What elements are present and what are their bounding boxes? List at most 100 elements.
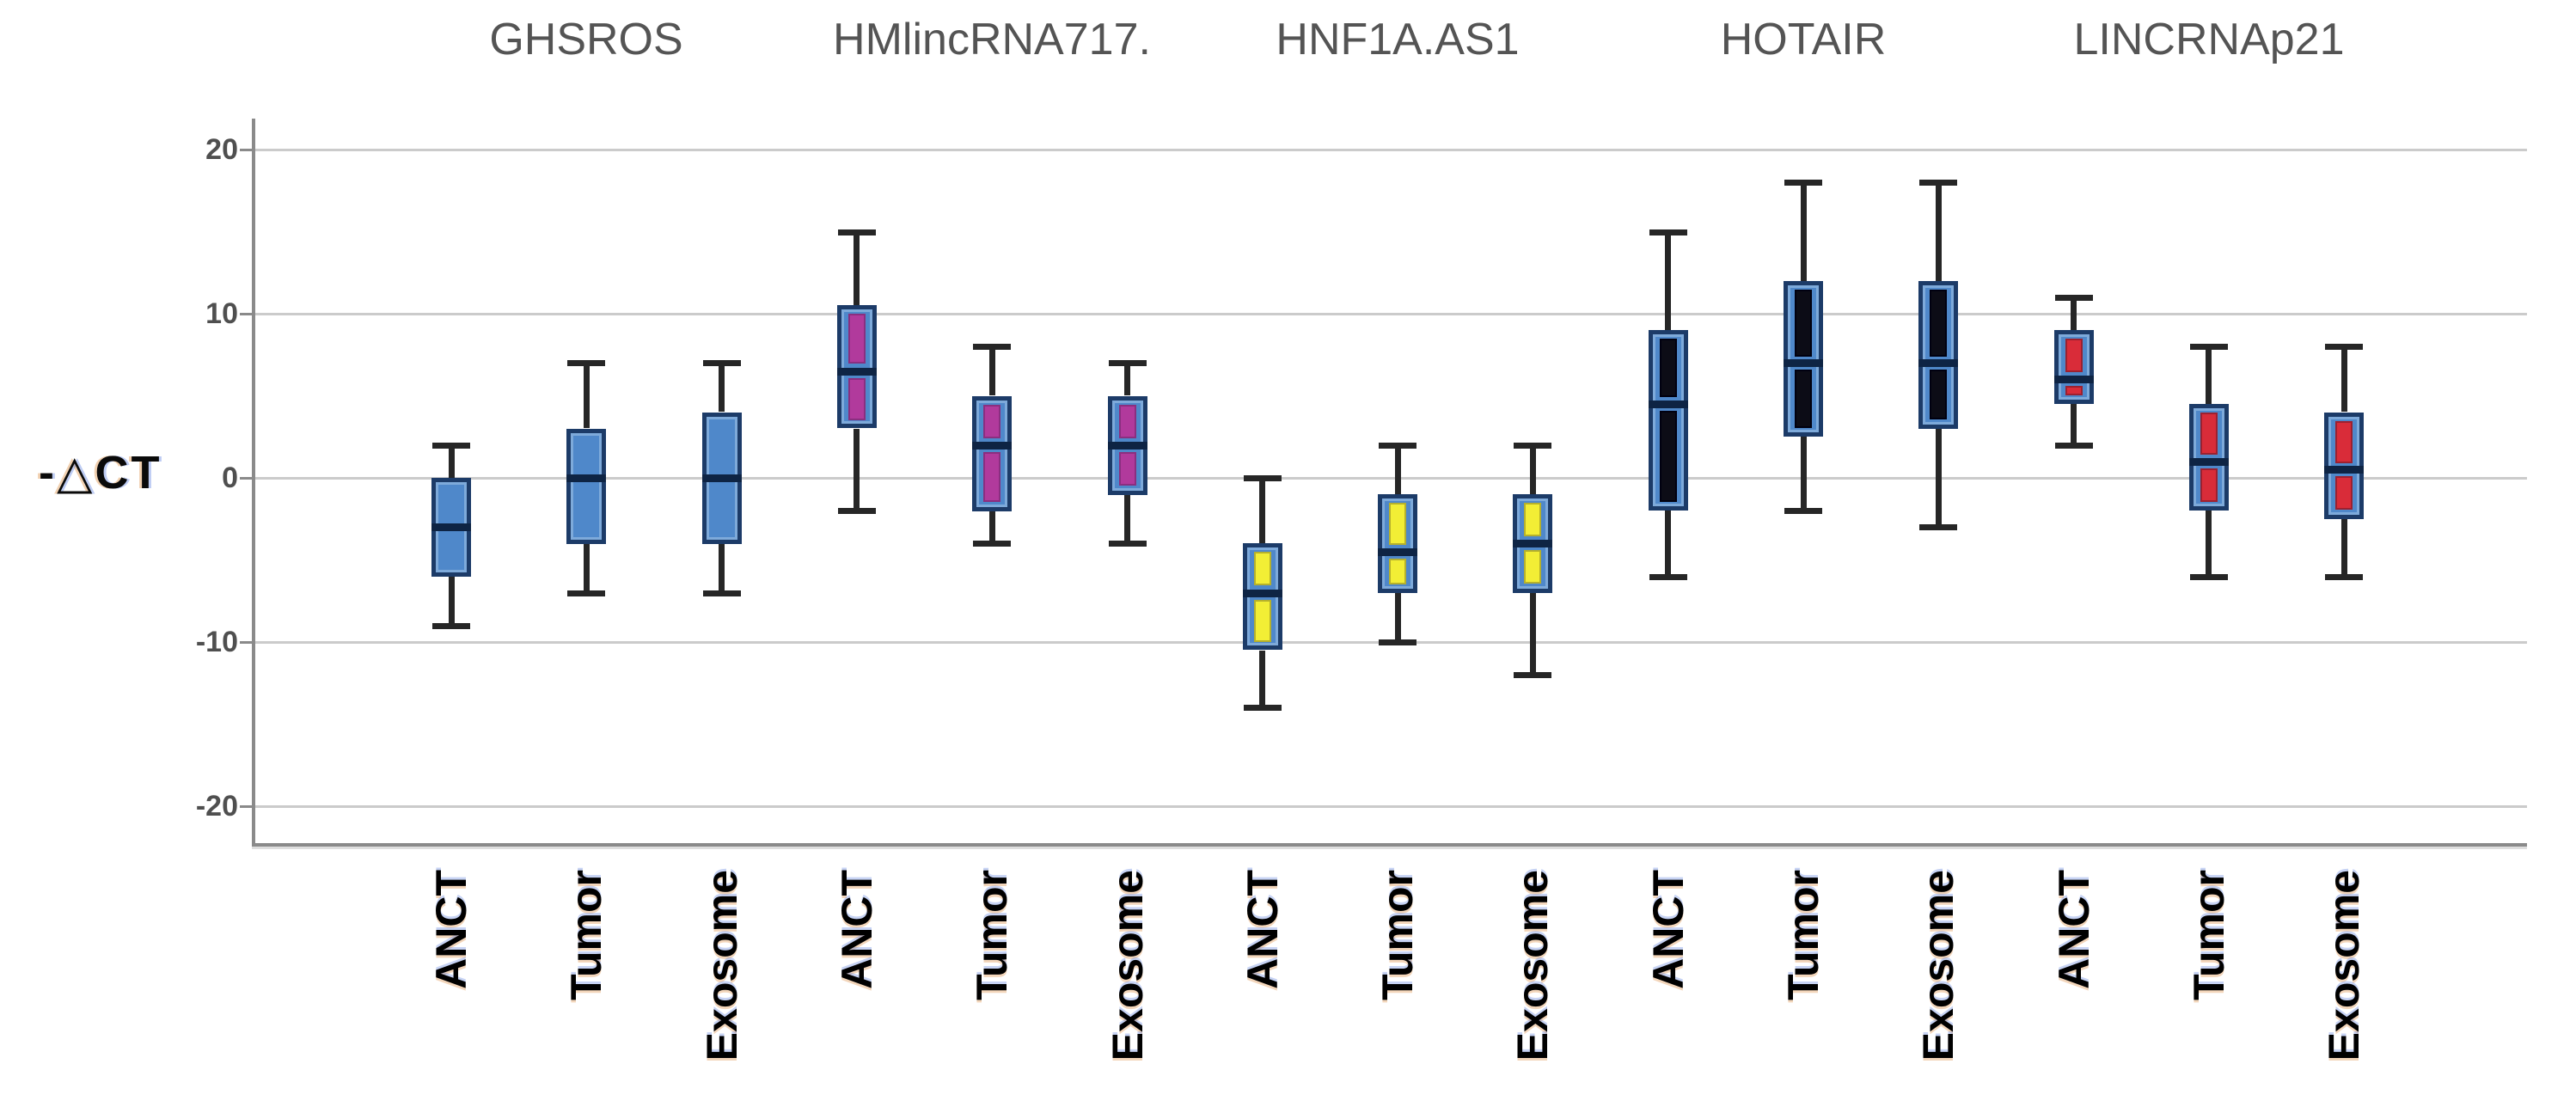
group-title-lincrnap21: LINCRNAp21 (2073, 15, 2345, 64)
whisker-cap-bottom-hmlincrna717-exosome (1109, 541, 1147, 547)
inner-lower-hnf1a-as1-exosome (1524, 550, 1541, 584)
inner-upper-hotair-anct (1660, 339, 1677, 397)
whisker-cap-bottom-ghsros-exosome (703, 590, 741, 596)
inner-upper-hmlincrna717-tumor (983, 405, 1000, 438)
y-tick-label: 0 (222, 462, 238, 494)
x-tick-label-lincrnap21-tumor: Tumor (2185, 870, 2233, 1000)
whisker-lower-hmlincrna717-anct (854, 429, 860, 511)
inner-upper-lincrnap21-exosome (2335, 421, 2353, 463)
x-tick-label-hotair-exosome: Exosome (1914, 870, 1962, 1061)
whisker-lower-ghsros-tumor (584, 543, 590, 592)
whisker-cap-top-hotair-exosome (1919, 180, 1957, 186)
inner-upper-hnf1a-as1-tumor (1389, 503, 1406, 545)
y-tick-label: 20 (205, 133, 238, 166)
inner-lower-hmlincrna717-anct (848, 378, 866, 420)
x-tick-label-lincrnap21-exosome: Exosome (2320, 870, 2368, 1061)
x-tick-label-ghsros-anct: ANCT (427, 870, 475, 989)
inner-upper-lincrnap21-anct (2065, 339, 2083, 372)
whisker-cap-bottom-hotair-exosome (1919, 524, 1957, 530)
whisker-upper-hnf1a-as1-tumor (1395, 445, 1401, 494)
whisker-lower-hotair-tumor (1801, 437, 1807, 511)
median-hotair-tumor (1784, 359, 1823, 367)
whisker-upper-hotair-anct (1665, 232, 1671, 331)
group-title-hnf1a-as1: HNF1A.AS1 (1276, 15, 1520, 64)
whisker-lower-hotair-anct (1665, 511, 1671, 576)
inner-lower-hotair-anct (1660, 411, 1677, 502)
whisker-cap-top-ghsros-exosome (703, 360, 741, 366)
x-tick-label-hmlincrna717-anct: ANCT (833, 870, 881, 989)
whisker-upper-hotair-tumor (1801, 182, 1807, 281)
inner-lower-hotair-exosome (1930, 370, 1947, 419)
y-axis-label: -△CT (39, 447, 162, 498)
group-title-hmlincrna717-: HMlincRNA717. (833, 15, 1151, 64)
y-gridline (254, 805, 2527, 808)
y-tick-label: -20 (195, 790, 238, 823)
y-axis-line (252, 119, 255, 845)
x-tick-label-lincrnap21-anct: ANCT (2050, 870, 2098, 989)
whisker-cap-top-lincrnap21-anct (2055, 295, 2093, 301)
whisker-cap-top-hmlincrna717-tumor (973, 344, 1011, 350)
y-gridline (254, 149, 2527, 151)
whisker-cap-bottom-lincrnap21-tumor (2190, 574, 2228, 580)
whisker-upper-hnf1a-as1-exosome (1530, 445, 1536, 494)
whisker-upper-hmlincrna717-tumor (989, 346, 995, 395)
median-ghsros-exosome (702, 474, 742, 482)
inner-lower-hmlincrna717-exosome (1119, 452, 1136, 486)
median-hmlincrna717-exosome (1108, 442, 1147, 449)
inner-lower-hmlincrna717-tumor (983, 452, 1000, 502)
group-title-hotair: HOTAIR (1720, 15, 1887, 64)
whisker-cap-top-hnf1a-as1-exosome (1514, 443, 1551, 449)
whisker-cap-bottom-hnf1a-as1-tumor (1379, 639, 1416, 645)
inner-upper-hmlincrna717-exosome (1119, 405, 1136, 438)
x-tick-label-hotair-tumor: Tumor (1779, 870, 1827, 1000)
whisker-lower-lincrnap21-exosome (2341, 519, 2347, 577)
whisker-upper-ghsros-exosome (719, 363, 725, 412)
whisker-cap-top-hnf1a-as1-anct (1244, 475, 1282, 481)
whisker-cap-top-ghsros-anct (432, 443, 470, 449)
inner-upper-lincrnap21-tumor (2200, 413, 2218, 455)
median-hotair-anct (1649, 401, 1688, 408)
whisker-cap-bottom-ghsros-tumor (567, 590, 605, 596)
x-tick-label-hotair-anct: ANCT (1644, 870, 1692, 989)
whisker-cap-top-ghsros-tumor (567, 360, 605, 366)
y-gridline (254, 477, 2527, 480)
median-hnf1a-as1-tumor (1378, 548, 1417, 556)
median-ghsros-tumor (566, 474, 606, 482)
inner-lower-lincrnap21-tumor (2200, 468, 2218, 502)
whisker-cap-bottom-hnf1a-as1-exosome (1514, 672, 1551, 678)
whisker-lower-lincrnap21-anct (2071, 404, 2077, 445)
x-tick-label-hnf1a-as1-exosome: Exosome (1508, 870, 1557, 1061)
whisker-lower-hnf1a-as1-exosome (1530, 593, 1536, 676)
whisker-lower-hmlincrna717-tumor (989, 511, 995, 543)
whisker-lower-hmlincrna717-exosome (1124, 494, 1130, 543)
y-tick-mark (240, 805, 254, 808)
whisker-cap-bottom-hmlincrna717-tumor (973, 541, 1011, 547)
x-tick-label-hnf1a-as1-anct: ANCT (1239, 870, 1287, 989)
whisker-upper-ghsros-anct (449, 445, 455, 478)
median-hmlincrna717-anct (837, 368, 877, 376)
whisker-cap-bottom-lincrnap21-exosome (2325, 574, 2363, 580)
whisker-lower-hnf1a-as1-tumor (1395, 593, 1401, 642)
y-gridline (254, 313, 2527, 315)
whisker-lower-hnf1a-as1-anct (1259, 651, 1265, 708)
whisker-cap-top-hmlincrna717-anct (838, 229, 876, 235)
x-axis-line (252, 843, 2527, 847)
y-tick-mark (240, 641, 254, 644)
whisker-lower-hotair-exosome (1936, 429, 1942, 528)
inner-lower-lincrnap21-exosome (2335, 476, 2353, 510)
inner-lower-hnf1a-as1-anct (1254, 600, 1271, 642)
whisker-cap-top-lincrnap21-tumor (2190, 344, 2228, 350)
whisker-cap-bottom-hmlincrna717-anct (838, 508, 876, 514)
whisker-upper-lincrnap21-tumor (2206, 346, 2212, 404)
whisker-cap-top-hnf1a-as1-tumor (1379, 443, 1416, 449)
y-tick-mark (240, 477, 254, 480)
median-hnf1a-as1-exosome (1513, 540, 1552, 547)
median-hmlincrna717-tumor (972, 442, 1012, 449)
y-tick-label: 10 (205, 297, 238, 330)
median-lincrnap21-exosome (2324, 466, 2364, 474)
median-lincrnap21-tumor (2189, 458, 2229, 466)
inner-lower-hnf1a-as1-tumor (1389, 559, 1406, 584)
x-tick-label-hmlincrna717-tumor: Tumor (968, 870, 1016, 1000)
inner-upper-hotair-tumor (1795, 290, 1812, 357)
